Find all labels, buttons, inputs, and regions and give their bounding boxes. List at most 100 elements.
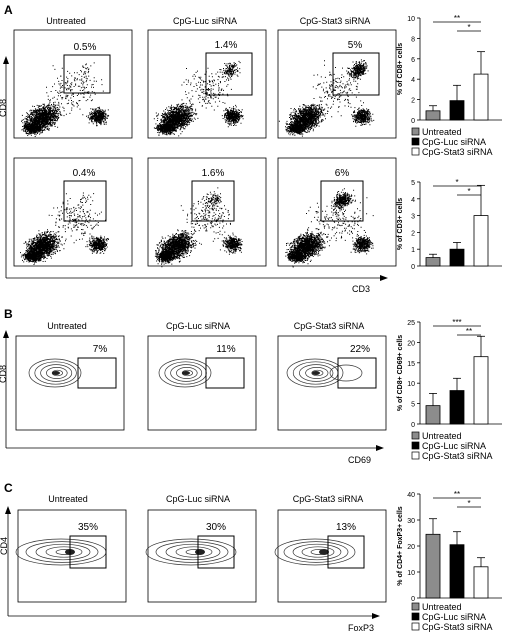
significance-label-1-0: * bbox=[455, 178, 458, 187]
bar-1-2 bbox=[473, 215, 489, 267]
bar-2-1 bbox=[449, 390, 465, 425]
cell-cloud-scatter-3 bbox=[48, 193, 106, 244]
dotplot-frame-a1-luc bbox=[147, 29, 267, 139]
legend-label-0-2: CpG-Stat3 siRNA bbox=[422, 147, 493, 157]
panel-b-title-stat3: CpG-Stat3 siRNA bbox=[294, 321, 365, 331]
contour-b-luc bbox=[158, 358, 212, 388]
bar-2-2 bbox=[473, 356, 489, 425]
contour-c-stat3 bbox=[274, 538, 356, 566]
percent-b-luc: 11% bbox=[216, 344, 235, 355]
cell-cloud-right-1 bbox=[221, 106, 244, 128]
bar-2-0 bbox=[425, 405, 441, 425]
legend-label-2-2: CpG-Stat3 siRNA bbox=[422, 451, 493, 461]
cell-cloud-main-5 bbox=[285, 227, 331, 268]
y-axis-label-1: % of CD3+ cells bbox=[397, 198, 404, 250]
panel-a-title-stat3: CpG-Stat3 siRNA bbox=[300, 16, 371, 26]
y-tick-label-3-3: 30 bbox=[407, 518, 415, 525]
contour-plots-c bbox=[15, 538, 356, 566]
cell-cloud-scatter-4 bbox=[180, 194, 234, 242]
axis-label-cd8: CD8 bbox=[0, 99, 8, 117]
percent-c-untreated: 35% bbox=[78, 522, 98, 533]
cell-cloud-scatter-1 bbox=[181, 67, 237, 111]
legend-swatch-3-2 bbox=[411, 622, 420, 631]
axis-label-b-x: CD69 bbox=[348, 455, 371, 465]
gate-a1-untreated bbox=[63, 54, 111, 94]
y-tick-label-2-0: 0 bbox=[411, 422, 415, 429]
percent-a1-luc: 1.4% bbox=[215, 40, 238, 51]
legend-label-0-1: CpG-Luc siRNA bbox=[422, 137, 486, 147]
percent-b-untreated: 7% bbox=[93, 344, 108, 355]
y-tick-label-0-4: 8 bbox=[411, 36, 415, 43]
axis-label-b-y: CD8 bbox=[0, 365, 8, 383]
y-axis-label-2: % of CD8+ CD69+ cells bbox=[397, 335, 404, 411]
cell-cloud-gated-1 bbox=[219, 60, 241, 81]
legend-label-2-1: CpG-Luc siRNA bbox=[422, 441, 486, 451]
contour-frame-b-luc bbox=[147, 335, 257, 431]
arrowhead-c-x-icon bbox=[372, 613, 380, 619]
bar-0-2 bbox=[473, 73, 489, 121]
contour-frame-c-stat3 bbox=[277, 509, 387, 603]
y-tick-label-1-1: 1 bbox=[411, 247, 415, 254]
y-tick-label-2-4: 20 bbox=[407, 340, 415, 347]
cell-cloud-right-2 bbox=[351, 107, 375, 127]
dotplot-frame-a2-stat3 bbox=[277, 157, 397, 267]
cell-cloud-gated-0 bbox=[81, 62, 95, 86]
y-tick-label-2-5: 25 bbox=[407, 320, 415, 327]
panel-c-title-stat3: CpG-Stat3 siRNA bbox=[293, 494, 364, 504]
dotplot-frame-a1-untreated bbox=[13, 29, 133, 139]
y-tick-label-3-2: 20 bbox=[407, 544, 415, 551]
legend-swatch-3-0 bbox=[411, 602, 420, 611]
gate-c-untreated bbox=[69, 535, 107, 569]
gate-c-stat3 bbox=[327, 535, 365, 569]
legend-swatch-3-1 bbox=[411, 612, 420, 621]
arrowhead-b-y-icon bbox=[3, 330, 9, 338]
percent-a1-untreated: 0.5% bbox=[74, 42, 97, 53]
y-tick-label-2-3: 15 bbox=[407, 361, 415, 368]
dotplot-frame-a2-untreated bbox=[13, 157, 133, 267]
significance-label-0-0: ** bbox=[454, 14, 460, 23]
y-tick-label-1-3: 3 bbox=[411, 214, 415, 221]
percent-a2-stat3: 6% bbox=[335, 168, 350, 179]
gate-a1-luc bbox=[205, 52, 253, 96]
gate-b-stat3 bbox=[337, 357, 377, 389]
bar-1-0 bbox=[425, 257, 441, 267]
legend-label-0-0: Untreated bbox=[422, 127, 462, 137]
y-tick-label-1-2: 2 bbox=[411, 230, 415, 237]
y-tick-label-1-4: 4 bbox=[411, 197, 415, 204]
contour-b-untreated bbox=[28, 358, 82, 388]
panel-b-title-luc: CpG-Luc siRNA bbox=[166, 321, 230, 331]
significance-label-3-1: * bbox=[467, 499, 470, 508]
panel-c-title-luc: CpG-Luc siRNA bbox=[166, 494, 230, 504]
cell-cloud-core-1 bbox=[153, 121, 179, 136]
contour-b-stat3-tail bbox=[329, 364, 363, 382]
percent-c-stat3: 13% bbox=[336, 522, 356, 533]
dot-plot-events bbox=[20, 59, 375, 268]
gate-b-luc bbox=[205, 357, 245, 389]
cell-cloud-right-5 bbox=[350, 234, 374, 255]
legend-label-3-0: Untreated bbox=[422, 602, 462, 612]
y-tick-label-2-1: 5 bbox=[411, 402, 415, 409]
contour-frame-c-luc bbox=[147, 509, 257, 603]
panel-c-title-untreated: Untreated bbox=[48, 494, 88, 504]
cell-cloud-main-4 bbox=[155, 229, 202, 268]
cell-cloud-right-4 bbox=[219, 234, 243, 255]
arrowhead-cd3-icon bbox=[380, 275, 388, 281]
arrowhead-cd8-icon bbox=[3, 56, 9, 64]
y-tick-label-0-3: 6 bbox=[411, 57, 415, 64]
bar-1-1 bbox=[449, 248, 465, 267]
significance-label-2-1: ** bbox=[466, 327, 472, 336]
cell-cloud-right-3 bbox=[85, 235, 109, 254]
arrowhead-c-y-icon bbox=[5, 506, 11, 514]
bar-3-0 bbox=[425, 533, 441, 599]
bar-0-0 bbox=[425, 110, 441, 121]
legend-label-3-2: CpG-Stat3 siRNA bbox=[422, 622, 493, 632]
y-tick-label-0-0: 0 bbox=[411, 118, 415, 125]
bar-3-2 bbox=[473, 566, 489, 599]
y-tick-label-3-0: 0 bbox=[411, 596, 415, 603]
axis-label-c-x: FoxP3 bbox=[348, 623, 374, 633]
contour-b-stat3 bbox=[286, 358, 344, 388]
percent-b-stat3: 22% bbox=[350, 344, 370, 355]
